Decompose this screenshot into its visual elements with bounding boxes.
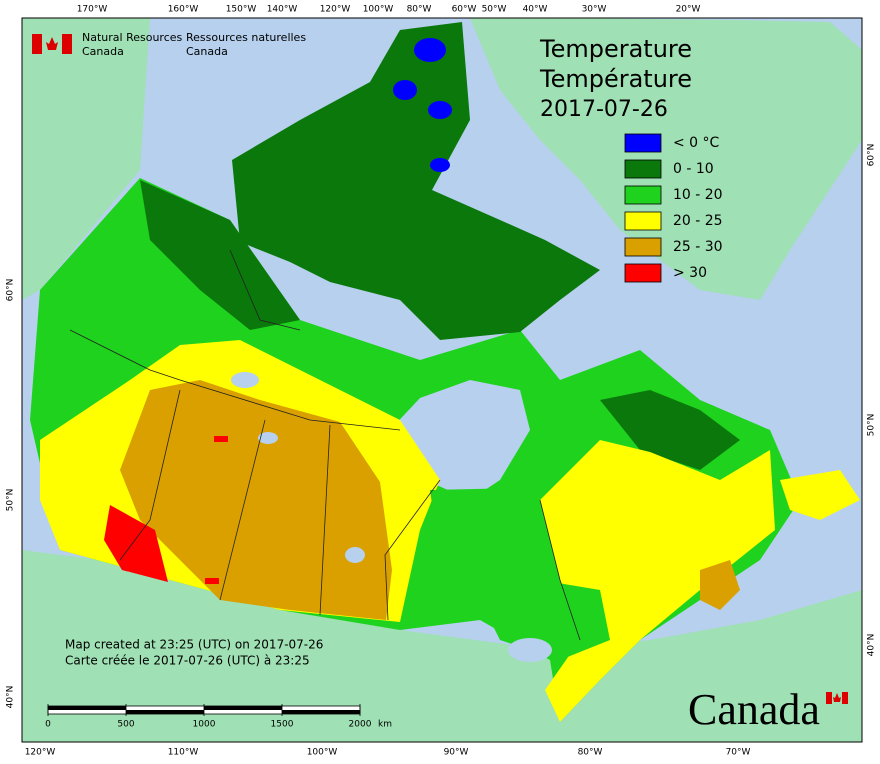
legend-swatch [624,237,662,257]
flag-band [32,34,42,54]
zone-10-20-ontario [430,488,530,580]
scale-label: 0 [45,720,51,730]
zone-over-30-spot [205,578,219,584]
graticule-label: 50°N [867,414,877,437]
graticule-label: 20°W [676,5,701,15]
legend-label: < 0 °C [673,135,720,151]
title-date: 2017-07-26 [540,97,668,122]
agency-fr: Canada [186,45,228,58]
credit: Carte créée le 2017-07-26 (UTC) à 23:25 [65,654,310,668]
legend-label: > 30 [673,265,707,281]
ice-cap [414,38,446,62]
alaska [22,18,150,300]
zone-0-10-west [140,180,300,330]
border [219,419,266,601]
lake [345,547,365,563]
flag-leaf [833,693,841,702]
wordmark: Canada [688,685,820,734]
graticule-label: 80°W [407,5,432,15]
lake [258,432,278,444]
zone-over-30 [104,505,168,582]
border [69,329,401,431]
scale-label: 2000 [349,720,372,730]
graticule-label: 120°W [320,5,351,15]
graticule-label: 60°W [452,5,477,15]
graticule-label: 170°W [77,5,108,15]
graticule-label: 160°W [168,5,199,15]
canada-flag [826,692,848,704]
legend-swatch [624,185,662,205]
zone-0-10 [232,22,600,340]
scale-label: 500 [117,720,134,730]
scale-label: 1000 [193,720,216,730]
scale-unit: km [378,720,392,730]
border [119,389,181,561]
scale-segment [48,706,126,710]
graticule-label: 50°N [6,489,16,512]
zone-0-10-labrador [600,390,740,470]
flag-band [62,34,72,54]
legend-label: 25 - 30 [673,239,723,255]
scale-label: 1500 [271,720,294,730]
graticule-label: 150°W [226,5,257,15]
zone-20-25-newfoundland [780,470,860,520]
graticule-label: 120°W [25,748,56,758]
zone-20-25-east [540,440,775,722]
great-lakes [508,638,552,662]
flag-band [842,692,848,704]
flag-band [826,692,832,704]
credit: Map created at 23:25 (UTC) on 2017-07-26 [65,638,323,652]
graticule-label: 60°N [6,279,16,302]
graticule-label: 90°W [444,748,469,758]
legend-swatch [624,211,662,231]
graticule-label: 110°W [168,748,199,758]
scale-segment [204,706,282,710]
legend-label: 10 - 20 [673,187,723,203]
zone-25-30 [120,380,392,620]
graticule-label: 40°N [6,686,16,709]
scale-segment [126,710,204,714]
legend-swatch [624,263,662,283]
greenland [470,18,862,300]
ice-cap [430,158,450,172]
graticule-label: 100°W [363,5,394,15]
zone-over-30-spot [214,436,228,442]
zone-25-30-east [700,560,740,610]
graticule-label: 70°W [726,748,751,758]
legend-label: 0 - 10 [673,161,714,177]
ice-cap [393,80,417,100]
zone-10-20-south [480,580,610,660]
lake [231,372,259,388]
scale-segment [282,710,360,714]
legend-label: 20 - 25 [673,213,723,229]
border [319,424,331,616]
nrcan-flag [32,34,72,54]
ice-cap [428,101,452,119]
graticule-label: 40°W [523,5,548,15]
flag-leaf [46,37,58,50]
border [384,479,441,621]
graticule-label: 60°N [867,144,877,167]
graticule-label: 140°W [267,5,298,15]
map-frame [21,17,863,743]
legend-swatch [624,159,662,179]
border [539,499,581,641]
graticule-label: 30°W [582,5,607,15]
graticule-label: 100°W [307,748,338,758]
graticule-label: 80°W [578,748,603,758]
graticule-label: 40°N [867,634,877,657]
title-en: Temperature [539,35,692,63]
graticule-label: 50°W [482,5,507,15]
agency-fr: Ressources naturelles [186,31,306,44]
legend-swatch [624,133,662,153]
border [229,249,301,331]
map-area [21,17,863,743]
title-fr: Température [539,65,692,93]
agency-en: Canada [82,45,124,58]
agency-en: Natural Resources [82,31,183,44]
